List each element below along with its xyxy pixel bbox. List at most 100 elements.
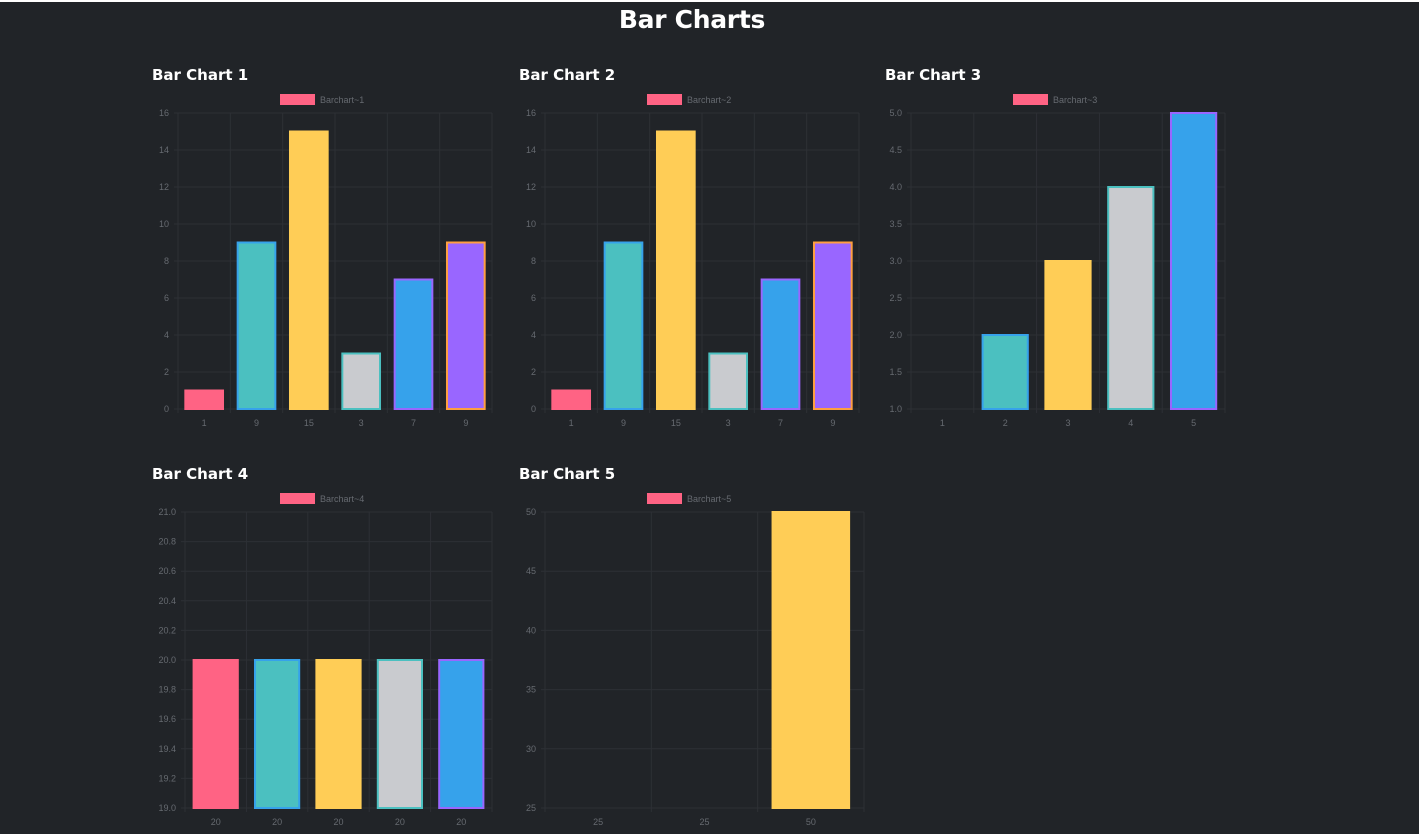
x-tick-label: 15: [304, 418, 314, 428]
y-tick-label: 19.2: [158, 773, 176, 783]
bar-chart-4: Barchart~4 19.0 19.2 19.4 19.6 19.8 20.0 20.2 20…: [158, 493, 493, 827]
y-tick-label: 4: [531, 330, 536, 340]
x-tick-label: 20: [211, 817, 221, 827]
y-tick-label: 6: [164, 293, 169, 303]
bar: [393, 278, 434, 410]
y-tick-label: 21.0: [158, 507, 176, 517]
legend-label: Barchart~3: [1053, 95, 1097, 105]
y-tick-label: 19.6: [158, 714, 176, 724]
y-tick-label: 4.0: [889, 182, 902, 192]
bar: [1107, 186, 1155, 410]
chart-heading: Bar Chart 1: [152, 66, 249, 84]
x-tick-label: 9: [621, 418, 626, 428]
chart-heading: Bar Chart 2: [519, 66, 616, 84]
y-tick-label: 10: [526, 219, 536, 229]
x-tick-label: 3: [726, 418, 731, 428]
legend-label: Barchart~4: [320, 494, 364, 504]
y-tick-label: 30: [526, 744, 536, 754]
legend: Barchart~4: [280, 493, 364, 504]
y-tick-label: 19.0: [158, 803, 176, 813]
chart-heading: Bar Chart 4: [152, 465, 249, 483]
y-tick-label: 14: [159, 145, 169, 155]
bar: [438, 659, 485, 809]
y-tick-label: 20.2: [158, 625, 176, 635]
y-tick-label: 6: [531, 293, 536, 303]
bar: [655, 130, 696, 410]
bar: [253, 659, 301, 809]
legend: Barchart~2: [647, 94, 731, 105]
x-tick-label: 1: [202, 418, 207, 428]
y-tick-label: 0: [164, 404, 169, 414]
bar: [1169, 112, 1218, 410]
x-tick-label: 20: [272, 817, 282, 827]
y-tick-label: 2: [164, 367, 169, 377]
x-tick-label: 2: [1003, 418, 1008, 428]
y-tick-label: 12: [159, 182, 169, 192]
page-title: Bar Charts: [618, 5, 766, 34]
x-tick-label: 50: [806, 817, 816, 827]
x-tick-label: 7: [411, 418, 416, 428]
bar: [288, 130, 329, 410]
y-tick-label: 20.6: [158, 566, 176, 576]
x-tick-label: 1: [940, 418, 945, 428]
bar: [341, 352, 382, 410]
x-tick-label: 25: [593, 817, 603, 827]
y-tick-label: 45: [526, 566, 536, 576]
y-tick-label: 20.8: [158, 537, 176, 547]
y-tick-label: 10: [159, 219, 169, 229]
x-tick-label: 7: [778, 418, 783, 428]
bar: [708, 352, 749, 410]
legend: Barchart~1: [280, 94, 364, 105]
bar: [376, 659, 424, 809]
legend-swatch: [280, 94, 315, 105]
y-tick-label: 19.8: [158, 685, 176, 695]
x-tick-label: 9: [254, 418, 259, 428]
chart-heading: Bar Chart 5: [519, 465, 616, 483]
legend-label: Barchart~2: [687, 95, 731, 105]
bar-chart-4-card: Bar Chart 4 Barchart~4 19.0 19.2 19.4 19.6 19…: [152, 465, 497, 834]
legend-swatch: [280, 493, 315, 504]
y-tick-label: 16: [159, 108, 169, 118]
y-tick-label: 5.0: [889, 108, 902, 118]
bar-chart-3: Barchart~3 1.0 1.5 2.0 2.5 3.0 3.5 4.0 4.5 5.0 1 2 3…: [889, 94, 1226, 428]
bar: [315, 659, 362, 809]
y-tick-label: 1.5: [889, 367, 902, 377]
x-tick-label: 3: [359, 418, 364, 428]
y-tick-label: 3.0: [889, 256, 902, 266]
bar-chart-5: Barchart~5 25 30 35 40 45 50 25 25 50: [526, 493, 865, 827]
x-tick-label: 3: [1065, 418, 1070, 428]
legend: Barchart~3: [1013, 94, 1097, 105]
bar-chart-1-card: Bar Chart 1 Barchart~1 0 2 4 6 8 10 12 14 16 1 9 15 3…: [152, 66, 497, 436]
bar: [1044, 260, 1092, 410]
bar: [192, 659, 239, 809]
bar: [603, 241, 644, 410]
bar: [771, 511, 851, 809]
y-tick-label: 3.5: [889, 219, 902, 229]
legend: Barchart~5: [647, 493, 731, 504]
bar: [760, 278, 801, 410]
bar: [236, 241, 277, 410]
x-tick-label: 20: [333, 817, 343, 827]
y-tick-label: 8: [531, 256, 536, 266]
x-tick-label: 1: [569, 418, 574, 428]
y-tick-label: 19.4: [158, 744, 176, 754]
y-tick-label: 16: [526, 108, 536, 118]
y-tick-label: 40: [526, 625, 536, 635]
top-border: [0, 0, 1419, 2]
legend-label: Barchart~5: [687, 494, 731, 504]
bar-chart-2: Barchart~2 0 2 4 6 8 10 12 14 16 1 9 15 3 7 9: [526, 94, 860, 428]
x-tick-label: 4: [1128, 418, 1133, 428]
chart-heading: Bar Chart 3: [885, 66, 982, 84]
x-tick-label: 20: [395, 817, 405, 827]
y-tick-label: 14: [526, 145, 536, 155]
x-tick-label: 25: [699, 817, 709, 827]
y-tick-label: 2.0: [889, 330, 902, 340]
x-tick-label: 15: [671, 418, 681, 428]
y-tick-label: 12: [526, 182, 536, 192]
y-tick-label: 4: [164, 330, 169, 340]
bar: [445, 241, 486, 410]
bar-chart-2-card: Bar Chart 2 Barchart~2 0 2 4 6 8 10 12 14 16 1 9 15 3…: [519, 66, 864, 436]
y-tick-label: 25: [526, 803, 536, 813]
bar: [981, 334, 1029, 410]
y-tick-label: 1.0: [889, 404, 902, 414]
